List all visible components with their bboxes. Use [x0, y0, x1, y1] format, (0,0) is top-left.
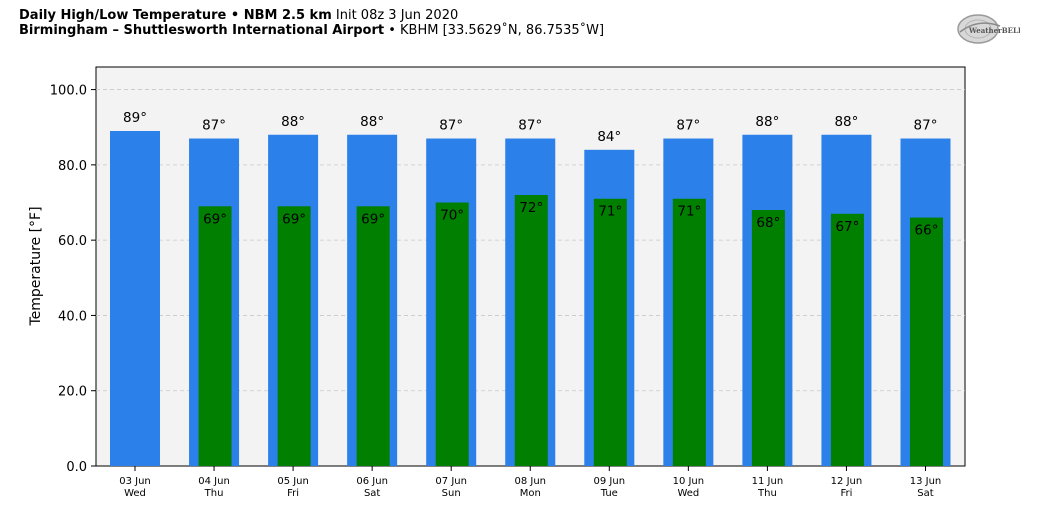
- x-tick-weekday: Fri: [287, 488, 299, 499]
- high-temp-label: 87°: [676, 118, 700, 134]
- x-tick-weekday: Wed: [124, 488, 146, 499]
- x-tick-date: 07 Jun: [435, 476, 467, 487]
- y-tick-label: 20.0: [58, 385, 87, 400]
- low-temp-label: 68°: [756, 215, 780, 231]
- x-tick-weekday: Thu: [757, 488, 777, 499]
- high-temp-label: 87°: [518, 118, 542, 134]
- logo-text: WeatherBELL: [968, 26, 1020, 35]
- init-time: Init 08z 3 Jun 2020: [335, 8, 459, 23]
- low-temp-label: 69°: [361, 211, 385, 227]
- x-tick-weekday: Mon: [520, 488, 541, 499]
- x-tick-weekday: Tue: [600, 488, 618, 499]
- low-temp-bar: [435, 202, 469, 466]
- low-temp-bar: [593, 198, 627, 466]
- x-tick-date: 05 Jun: [277, 476, 309, 487]
- weatherbell-logo: WeatherBELL: [957, 14, 1020, 44]
- x-tick-date: 06 Jun: [356, 476, 388, 487]
- bars: 89° 87° 69° 88° 69° 88° 69° 87° 70° 87° 72° 84° 71° 8…: [110, 110, 951, 467]
- high-temp-label: 89°: [123, 110, 147, 126]
- high-temp-label: 88°: [360, 114, 384, 130]
- low-temp-label: 69°: [282, 211, 306, 227]
- x-tick-weekday: Fri: [840, 488, 852, 499]
- low-temp-bar: [277, 206, 311, 466]
- x-tick-date: 12 Jun: [831, 476, 863, 487]
- low-temp-label: 67°: [835, 219, 859, 235]
- x-tick-weekday: Sat: [364, 488, 380, 499]
- y-tick-label: 0.0: [66, 460, 87, 475]
- low-temp-label: 71°: [677, 204, 701, 220]
- low-temp-label: 69°: [203, 211, 227, 227]
- low-temp-label: 70°: [440, 208, 464, 224]
- high-temp-label: 84°: [597, 129, 621, 145]
- x-tick-date: 09 Jun: [594, 476, 626, 487]
- low-temp-bar: [830, 213, 864, 466]
- x-tick-date: 10 Jun: [673, 476, 705, 487]
- location-line: Birmingham – Shuttlesworth International…: [19, 23, 604, 38]
- low-temp-bar: [672, 198, 706, 466]
- y-axis-title: Temperature [°F]: [28, 206, 44, 326]
- x-tick-weekday: Sat: [917, 488, 933, 499]
- high-temp-label: 87°: [202, 118, 226, 134]
- y-tick-label: 40.0: [58, 309, 87, 324]
- low-temp-label: 71°: [598, 204, 622, 220]
- low-temp-bar: [356, 206, 390, 466]
- low-temp-bar: [514, 194, 548, 466]
- x-tick-weekday: Thu: [204, 488, 224, 499]
- high-temp-bar: [110, 130, 160, 466]
- high-temp-label: 88°: [834, 114, 858, 130]
- low-temp-bar: [910, 217, 943, 466]
- x-tick-date: 11 Jun: [752, 476, 784, 487]
- high-temp-label: 88°: [281, 114, 305, 130]
- x-tick-weekday: Wed: [677, 488, 699, 499]
- low-temp-bar: [198, 206, 232, 466]
- x-tick-date: 13 Jun: [910, 476, 942, 487]
- high-temp-label: 87°: [439, 118, 463, 134]
- low-temp-bar: [751, 210, 785, 466]
- location-name: Birmingham – Shuttlesworth International…: [19, 23, 385, 38]
- high-temp-label: 88°: [755, 114, 779, 130]
- low-temp-label: 72°: [519, 200, 543, 216]
- chart-header: Daily High/Low Temperature • NBM 2.5 km …: [19, 8, 604, 38]
- x-tick-date: 03 Jun: [119, 476, 151, 487]
- y-tick-label: 60.0: [58, 234, 87, 249]
- y-tick-label: 100.0: [50, 84, 87, 99]
- y-axis: 0.0 20.0 40.0 60.0 80.0 100.0: [50, 84, 96, 475]
- chart-title: Daily High/Low Temperature • NBM 2.5 km: [19, 8, 332, 23]
- location-coordinates: • KBHM [33.5629˚N, 86.7535˚W]: [388, 23, 605, 38]
- x-tick-weekday: Sun: [442, 488, 461, 499]
- title-line: Daily High/Low Temperature • NBM 2.5 km …: [19, 8, 604, 23]
- x-tick-date: 08 Jun: [514, 476, 546, 487]
- y-tick-label: 80.0: [58, 159, 87, 174]
- high-temp-label: 87°: [914, 118, 938, 134]
- low-temp-label: 66°: [915, 223, 939, 239]
- x-tick-date: 04 Jun: [198, 476, 230, 487]
